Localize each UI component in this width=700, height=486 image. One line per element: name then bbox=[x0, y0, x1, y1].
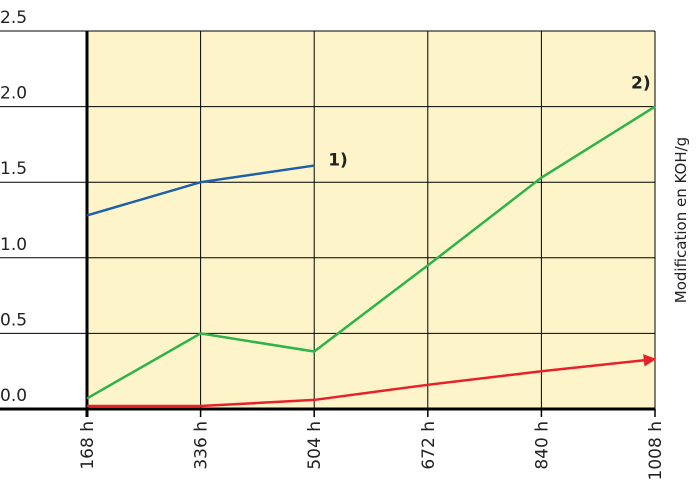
x-tick-label: 1008 h bbox=[646, 421, 666, 480]
annotation: 2) bbox=[631, 74, 651, 94]
y-tick-label: 0.0 bbox=[0, 386, 27, 406]
annotation: 1) bbox=[328, 151, 348, 171]
y-axis-label: Modification en KOH/g bbox=[672, 137, 690, 303]
y-tick-label: 0.5 bbox=[0, 310, 27, 330]
plot-background bbox=[87, 31, 655, 409]
y-tick-label: 1.5 bbox=[0, 159, 27, 179]
series-line bbox=[86, 164, 315, 217]
x-tick-label: 336 h bbox=[192, 421, 212, 470]
x-tick-label: 504 h bbox=[305, 421, 325, 470]
series-line bbox=[86, 105, 656, 400]
y-tick-label: 1.0 bbox=[0, 235, 27, 255]
series-line bbox=[87, 354, 657, 408]
y-tick-label: 2.5 bbox=[0, 8, 27, 28]
x-tick-label: 672 h bbox=[419, 421, 439, 470]
x-tick-label: 168 h bbox=[78, 421, 98, 470]
y-tick-label: 2.0 bbox=[0, 84, 27, 104]
x-tick-label: 840 h bbox=[532, 421, 552, 470]
